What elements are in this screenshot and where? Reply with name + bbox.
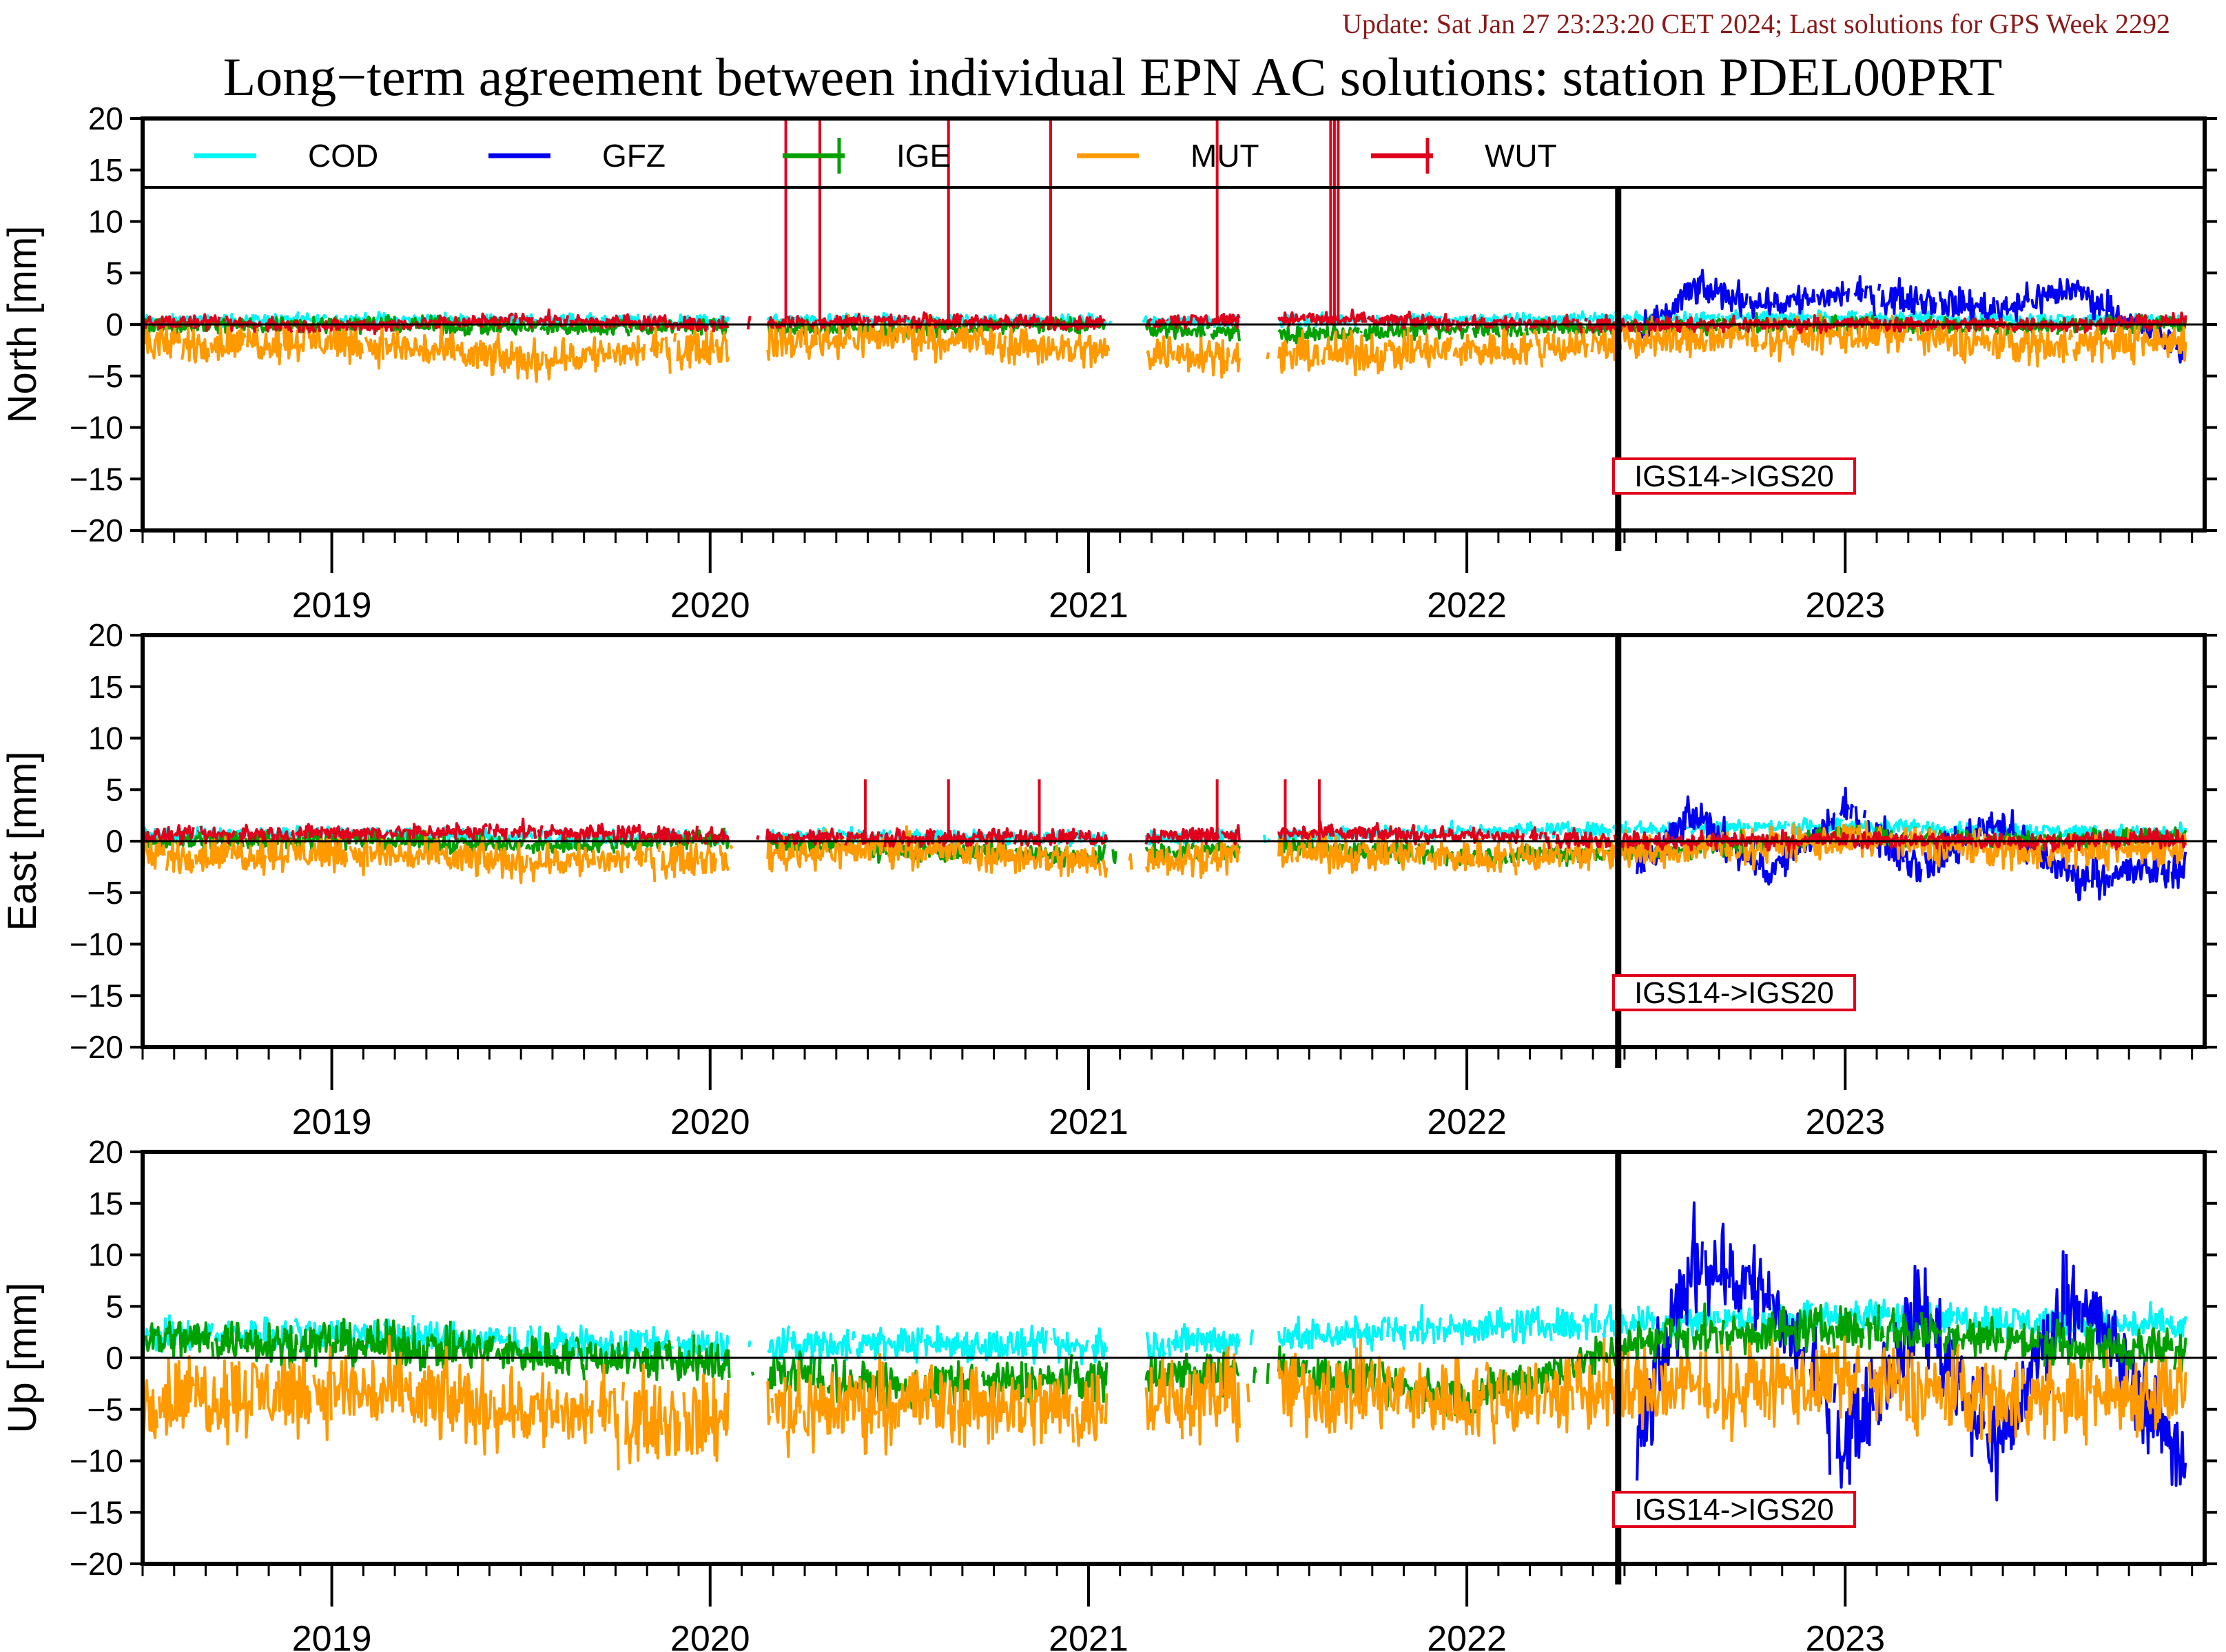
legend-label-wut: WUT <box>1485 138 1557 174</box>
plot-area <box>143 118 2187 383</box>
event-label: IGS14->IGS20 <box>1634 1493 1834 1527</box>
chart-title: Long−term agreement between individual E… <box>223 47 2003 107</box>
x-year-label: 2023 <box>1805 1619 1885 1652</box>
series-wut <box>143 817 2187 853</box>
y-tick-label: 15 <box>88 1186 123 1221</box>
plot-area <box>143 779 2187 902</box>
y-axis-label: North [mm] <box>0 226 45 424</box>
y-tick-label: −15 <box>70 461 123 497</box>
panel-2: IGS14->IGS20 20 15 10 5 0 −5 −10 −15 −20 Up [mm] 20… <box>0 1134 2217 1652</box>
panels-group: IGS14->IGS20 20 15 10 5 0 −5 −10 −15 −20 North [mm… <box>0 101 2217 1652</box>
y-tick-label: 10 <box>88 1237 123 1273</box>
y-tick-label: 5 <box>105 772 123 807</box>
y-tick-label: −20 <box>70 1029 123 1065</box>
event-label: IGS14->IGS20 <box>1634 460 1834 493</box>
series-mut <box>143 820 2187 885</box>
event-label-box <box>1612 457 1856 495</box>
x-year-label: 2022 <box>1427 1619 1507 1652</box>
y-tick-label: −5 <box>87 358 123 394</box>
y-tick-label: 20 <box>88 101 123 136</box>
y-tick-label: −15 <box>70 1494 123 1530</box>
y-tick-label: 0 <box>105 1340 123 1376</box>
y-tick-label: −5 <box>87 1392 123 1427</box>
panel-1: IGS14->IGS20 20 15 10 5 0 −5 −10 −15 −20 East [mm]… <box>0 617 2217 1142</box>
x-year-label: 2021 <box>1049 1619 1129 1652</box>
x-year-label: 2019 <box>292 1619 372 1652</box>
legend-label-mut: MUT <box>1191 138 1259 174</box>
y-tick-label: 10 <box>88 204 123 240</box>
x-year-label: 2023 <box>1805 1102 1885 1142</box>
event-label-box <box>1612 1491 1856 1528</box>
y-tick-label: 0 <box>105 307 123 342</box>
series-wut <box>143 308 2187 335</box>
y-tick-label: −10 <box>70 410 123 446</box>
x-year-label: 2020 <box>670 1102 750 1142</box>
x-year-label: 2020 <box>670 1619 750 1652</box>
y-tick-label: 20 <box>88 617 123 653</box>
x-year-label: 2022 <box>1427 586 1507 626</box>
panel-0: IGS14->IGS20 20 15 10 5 0 −5 −10 −15 −20 North [mm… <box>0 101 2217 626</box>
legend-label-cod: COD <box>308 138 378 174</box>
y-tick-label: 0 <box>105 823 123 859</box>
event-label-box <box>1612 974 1856 1011</box>
legend-label-gfz: GFZ <box>602 138 666 174</box>
x-year-label: 2022 <box>1427 1102 1507 1142</box>
y-tick-label: 20 <box>88 1134 123 1170</box>
x-year-label: 2019 <box>292 1102 372 1142</box>
y-tick-label: −20 <box>70 1546 123 1582</box>
y-tick-label: −10 <box>70 1443 123 1479</box>
y-axis-label: East [mm] <box>0 751 45 931</box>
y-tick-label: 15 <box>88 152 123 188</box>
y-tick-label: −5 <box>87 875 123 911</box>
y-axis-label: Up [mm] <box>0 1282 45 1433</box>
x-year-label: 2019 <box>292 586 372 626</box>
y-tick-label: −20 <box>70 513 123 548</box>
y-tick-label: 5 <box>105 1288 123 1324</box>
y-tick-label: 5 <box>105 255 123 291</box>
y-tick-label: −10 <box>70 927 123 962</box>
x-year-label: 2021 <box>1049 1102 1129 1142</box>
plot-area <box>143 1201 2187 1502</box>
x-year-label: 2021 <box>1049 586 1129 626</box>
x-year-label: 2023 <box>1805 586 1885 626</box>
legend-label-ige: IGE <box>896 138 951 174</box>
y-tick-label: 15 <box>88 669 123 705</box>
event-label: IGS14->IGS20 <box>1634 976 1834 1010</box>
update-text: Update: Sat Jan 27 23:23:20 CET 2024; La… <box>1342 8 2170 39</box>
y-tick-label: −15 <box>70 978 123 1013</box>
y-tick-label: 10 <box>88 721 123 756</box>
x-year-label: 2020 <box>670 586 750 626</box>
